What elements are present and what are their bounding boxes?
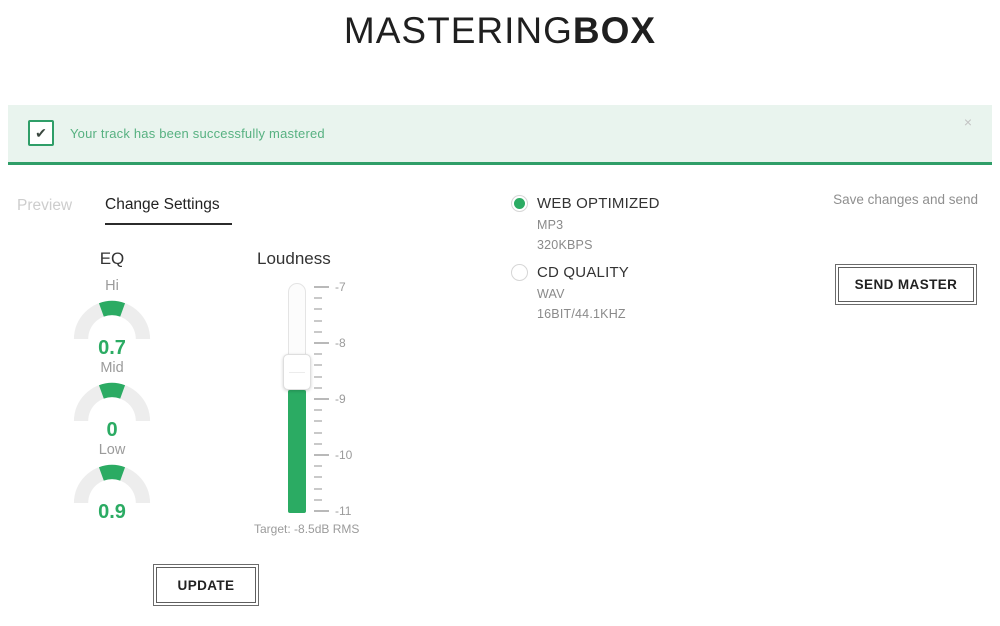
loudness-target-label: Target: -8.5dB RMS [254,522,360,536]
radio-cd-quality[interactable] [511,264,528,281]
knob-value-hi: 0.7 [98,337,126,359]
option-format-cd-quality: WAV [537,287,565,301]
logo-text-light: MASTERING [343,10,573,51]
knob-value-low: 0.9 [98,501,126,523]
option-label-web-optimized: WEB OPTIMIZED [537,195,660,212]
loudness-tick-label: -8 [335,336,346,350]
knob-dial-mid[interactable] [70,381,154,421]
loudness-tick-minor [314,330,322,333]
loudness-tick-major [314,398,329,400]
loudness-tick-minor [314,476,322,479]
update-button-label: UPDATE [156,567,256,603]
loudness-tick-minor [314,375,322,378]
loudness-tick-major [314,510,329,512]
tab-change-settings[interactable]: Change Settings [105,196,232,225]
loudness-slider-fill [288,390,306,513]
close-icon[interactable]: × [963,114,972,130]
option-web-optimized: WEB OPTIMIZED MP3 320KBPS [511,195,660,252]
loudness-tick-minor [314,386,322,389]
loudness-tick-major [314,454,329,456]
option-detail-web-optimized: 320KBPS [537,238,593,252]
send-master-button[interactable]: SEND MASTER [835,264,977,305]
option-web-optimized-head[interactable]: WEB OPTIMIZED [511,195,660,212]
send-master-button-label: SEND MASTER [838,267,974,302]
loudness-tick-minor [314,409,322,412]
check-icon: ✔ [35,124,47,141]
loudness-tick-minor [314,364,322,367]
save-hint-text: Save changes and send [833,192,978,207]
update-button[interactable]: UPDATE [153,564,259,606]
loudness-tick-minor [314,297,322,300]
loudness-tick-major [314,342,329,344]
option-label-cd-quality: CD QUALITY [537,264,630,281]
option-cd-quality-head[interactable]: CD QUALITY [511,264,629,281]
loudness-tick-label: -9 [335,392,346,406]
loudness-ruler: -7 -8 -9 -10 -11 [314,280,364,518]
option-format-web-optimized: MP3 [537,218,564,232]
loudness-slider-handle[interactable] [283,354,311,390]
eq-knob-mid: Mid 0 [62,360,162,442]
option-cd-quality: CD QUALITY WAV 16BIT/44.1KHZ [511,264,629,321]
loudness-slider-track[interactable] [283,283,311,513]
success-message: Your track has been successfully mastere… [70,126,325,141]
loudness-tick-minor [314,319,322,322]
eq-knob-low: Low 0.9 [62,442,162,524]
eq-section-title: EQ [99,249,125,268]
loudness-tick-minor [314,498,322,501]
loudness-tick-minor [314,353,322,356]
tab-preview[interactable]: Preview [17,197,73,214]
option-detail-cd-quality: 16BIT/44.1KHZ [537,307,626,321]
masteringbox-logo: MASTERINGBOX [0,10,1000,52]
success-checkbox: ✔ [28,120,54,146]
loudness-tick-minor [314,431,322,434]
loudness-tick-minor [314,308,322,311]
loudness-tick-minor [314,465,322,468]
loudness-section-title: Loudness [257,249,331,268]
eq-knob-hi: Hi 0.7 [62,278,162,360]
knob-dial-hi[interactable] [70,299,154,339]
radio-web-optimized[interactable] [511,195,528,212]
knob-label-mid: Mid [100,360,124,376]
loudness-tick-label: -11 [335,504,352,518]
logo-text-bold: BOX [572,10,657,51]
knob-dial-low[interactable] [70,463,154,503]
knob-label-low: Low [98,442,126,458]
loudness-tick-major [314,286,329,288]
loudness-tick-minor [314,442,322,445]
knob-value-mid: 0 [106,419,118,441]
loudness-tick-minor [314,487,322,490]
loudness-tick-minor [314,420,322,423]
slider-handle-grip [289,372,305,373]
success-banner: ✔ Your track has been successfully maste… [8,105,992,165]
knob-label-hi: Hi [105,278,119,294]
loudness-tick-label: -7 [335,280,346,294]
loudness-tick-label: -10 [335,448,353,462]
